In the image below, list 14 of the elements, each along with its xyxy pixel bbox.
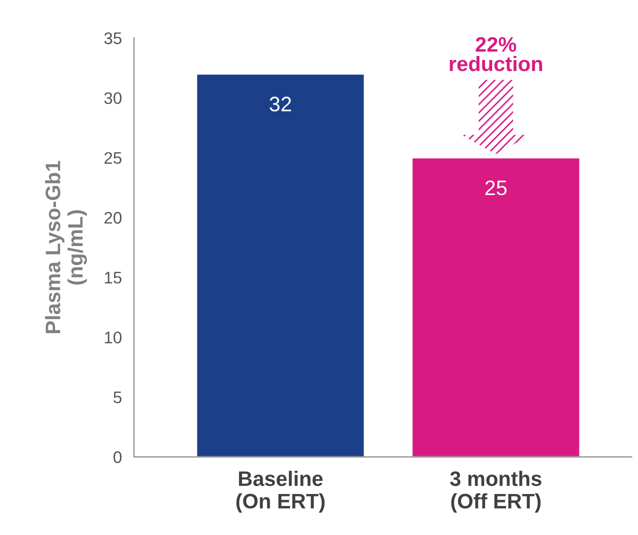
annotation: 22% reduction <box>450 37 542 72</box>
data-label: 32 <box>270 96 292 112</box>
data-label: 25 <box>485 180 507 196</box>
y-tick-label: 30 <box>104 92 122 104</box>
x-tick-label: 3 months (Off ERT) <box>450 470 542 513</box>
y-tick-label: 15 <box>104 272 122 284</box>
y-tick-label: 5 <box>114 392 122 404</box>
y-axis-title: Plasma Lyso-Gb1 (ng/mL) <box>45 160 87 334</box>
y-tick-label: 0 <box>114 451 122 464</box>
y-tick-label: 20 <box>104 212 122 224</box>
x-tick-label: Baseline (On ERT) <box>236 470 325 513</box>
y-tick-label: 10 <box>104 332 122 344</box>
y-tick-label: 35 <box>104 32 122 44</box>
y-tick-label: 25 <box>104 152 122 164</box>
